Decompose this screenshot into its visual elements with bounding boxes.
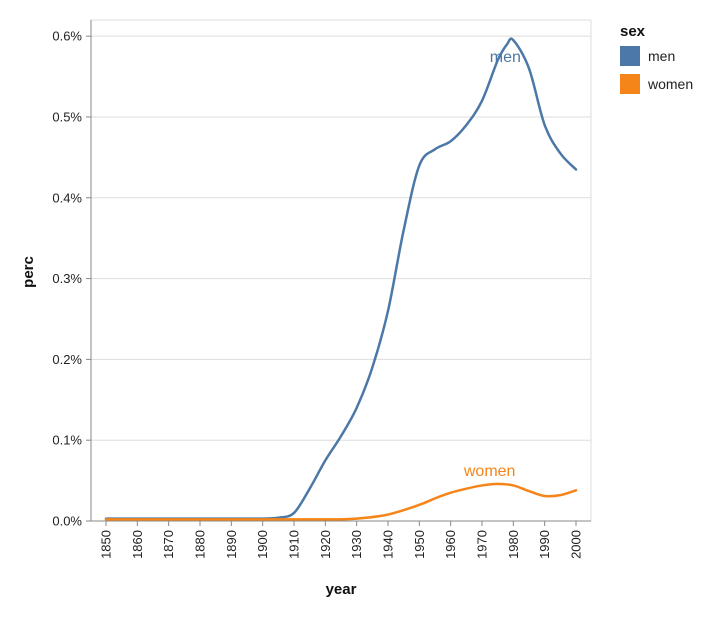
legend-title: sex	[620, 23, 646, 40]
legend-swatch-men	[620, 46, 640, 66]
x-tick-label: 1850	[99, 530, 114, 559]
series-lines	[104, 37, 578, 521]
gridlines	[91, 19, 592, 521]
y-tick-label: 0.0%	[52, 514, 82, 529]
legend-label-women: women	[647, 76, 693, 92]
x-tick-label: 1890	[224, 530, 239, 559]
x-tick-label: 1910	[287, 530, 302, 559]
x-tick-label: 1940	[381, 530, 396, 559]
x-tick-label: 1930	[349, 530, 364, 559]
series-label-men: men	[490, 49, 521, 66]
series-labels: men women	[463, 49, 521, 480]
x-tick-label: 1900	[255, 530, 270, 559]
legend: sex men women	[620, 23, 693, 94]
y-tick-label: 0.1%	[52, 433, 82, 448]
legend-label-men: men	[648, 48, 675, 64]
x-tick-label: 1990	[537, 530, 552, 559]
x-tick-label: 1860	[130, 530, 145, 559]
x-axis-title: year	[326, 581, 357, 598]
y-tick-label: 0.3%	[52, 271, 82, 286]
series-label-women: women	[463, 463, 516, 480]
x-tick-label: 2000	[569, 530, 584, 559]
y-tick-label: 0.2%	[52, 352, 82, 367]
x-tick-label: 1870	[161, 530, 176, 559]
series-line-women	[104, 482, 578, 521]
legend-swatch-women	[620, 74, 640, 94]
y-tick-label: 0.4%	[52, 190, 82, 205]
x-tick-label: 1950	[412, 530, 427, 559]
x-tick-label: 1920	[318, 530, 333, 559]
axes: 0.0% 0.1% 0.2% 0.3% 0.4% 0.5% 0.6% 1850 1860 1870…	[52, 20, 591, 559]
x-tick-label: 1970	[475, 530, 490, 559]
x-tick-label: 1980	[506, 530, 521, 559]
y-tick-label: 0.6%	[52, 29, 82, 44]
x-tick-label: 1880	[193, 530, 208, 559]
y-tick-label: 0.5%	[52, 109, 82, 124]
x-tick-label: 1960	[443, 530, 458, 559]
y-axis-title: perc	[20, 256, 37, 288]
